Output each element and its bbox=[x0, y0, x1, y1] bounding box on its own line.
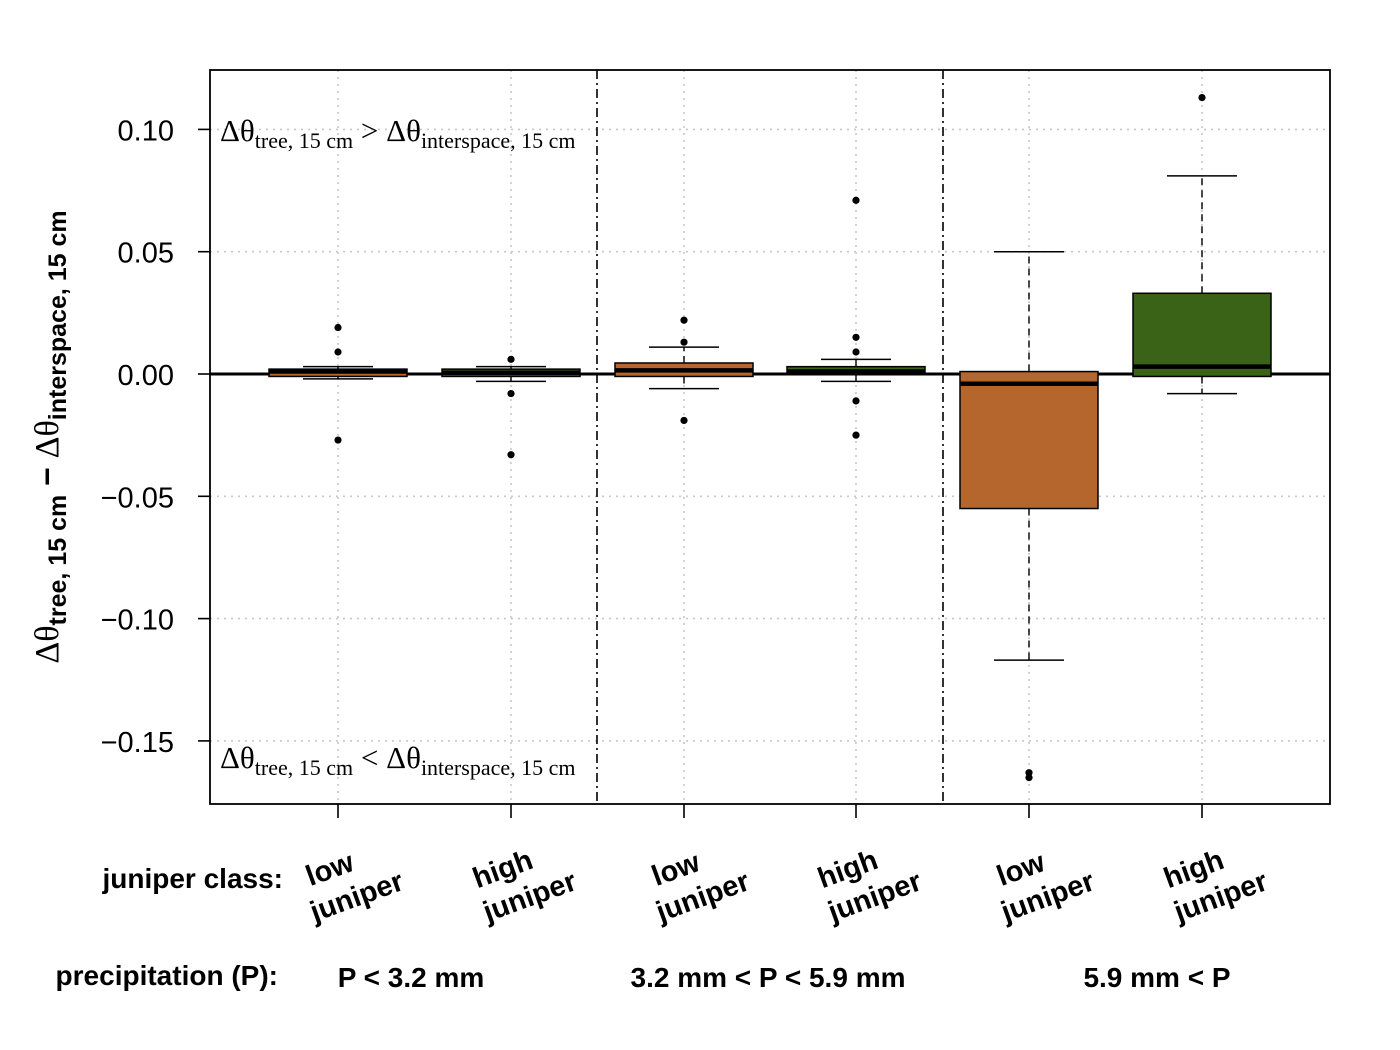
y-tick-label: −0.05 bbox=[101, 482, 174, 514]
box-iqr bbox=[959, 370, 1099, 510]
precipitation-row-label: precipitation (P): bbox=[56, 960, 278, 991]
outlier-point bbox=[507, 355, 515, 363]
x-tick-label: lowjuniper bbox=[293, 833, 408, 929]
x-tick-label: lowjuniper bbox=[984, 833, 1099, 929]
outlier-point bbox=[507, 451, 515, 459]
y-tick-label: 0.00 bbox=[118, 360, 174, 392]
x-tick-label: lowjuniper bbox=[639, 833, 754, 929]
outlier-point bbox=[334, 436, 342, 444]
grid bbox=[210, 70, 1330, 804]
outlier-point bbox=[852, 333, 860, 341]
y-tick-label: −0.15 bbox=[101, 727, 174, 759]
outlier-point bbox=[680, 316, 688, 324]
y-tick-label: 0.05 bbox=[118, 238, 174, 270]
box-iqr bbox=[1132, 292, 1272, 378]
outlier-point bbox=[334, 323, 342, 332]
plot-frame bbox=[209, 69, 1331, 805]
y-axis: 0.10 0.05 0.00 −0.05 −0.10 −0.15 bbox=[101, 115, 210, 759]
y-tick-label: −0.10 bbox=[101, 605, 174, 637]
group-separators bbox=[596, 70, 944, 804]
x-tick-label: highjuniper bbox=[1157, 833, 1272, 929]
x-axis: lowjuniper highjuniper lowjuniper highjunip… bbox=[293, 804, 1272, 929]
outlier-point bbox=[334, 348, 342, 356]
y-axis-label: Δθtree, 15 cm − Δθinterspace, 15 cm bbox=[29, 210, 72, 663]
box-5 bbox=[959, 250, 1099, 782]
x-tick-label: highjuniper bbox=[466, 833, 581, 929]
outlier-point bbox=[852, 431, 860, 439]
box-4 bbox=[786, 196, 926, 439]
outlier-point bbox=[680, 338, 688, 346]
outlier-point bbox=[1025, 773, 1033, 782]
outlier-point bbox=[1198, 94, 1206, 102]
juniper-class-row-label: juniper class: bbox=[101, 863, 283, 894]
annotation-bottom: Δθtree, 15 cm < Δθinterspace, 15 cm bbox=[220, 740, 576, 780]
outlier-point bbox=[852, 397, 860, 405]
boxes bbox=[268, 94, 1272, 782]
box-3 bbox=[614, 316, 754, 425]
precipitation-group-label: P < 3.2 mm bbox=[338, 962, 485, 993]
outlier-point bbox=[852, 196, 860, 204]
box-1 bbox=[268, 323, 408, 444]
precipitation-group-label: 5.9 mm < P bbox=[1083, 962, 1230, 993]
precipitation-group-label: 3.2 mm < P < 5.9 mm bbox=[631, 962, 906, 993]
box-2 bbox=[441, 355, 581, 459]
annotation-top: Δθtree, 15 cm > Δθinterspace, 15 cm bbox=[220, 113, 576, 153]
box-6 bbox=[1132, 94, 1272, 395]
y-tick-label: 0.10 bbox=[118, 115, 174, 147]
outlier-point bbox=[680, 416, 688, 425]
outlier-point bbox=[852, 348, 860, 356]
precipitation-group-labels: P < 3.2 mm 3.2 mm < P < 5.9 mm 5.9 mm < P bbox=[338, 962, 1231, 993]
outlier-point bbox=[507, 389, 515, 398]
x-tick-label: highjuniper bbox=[811, 833, 926, 929]
